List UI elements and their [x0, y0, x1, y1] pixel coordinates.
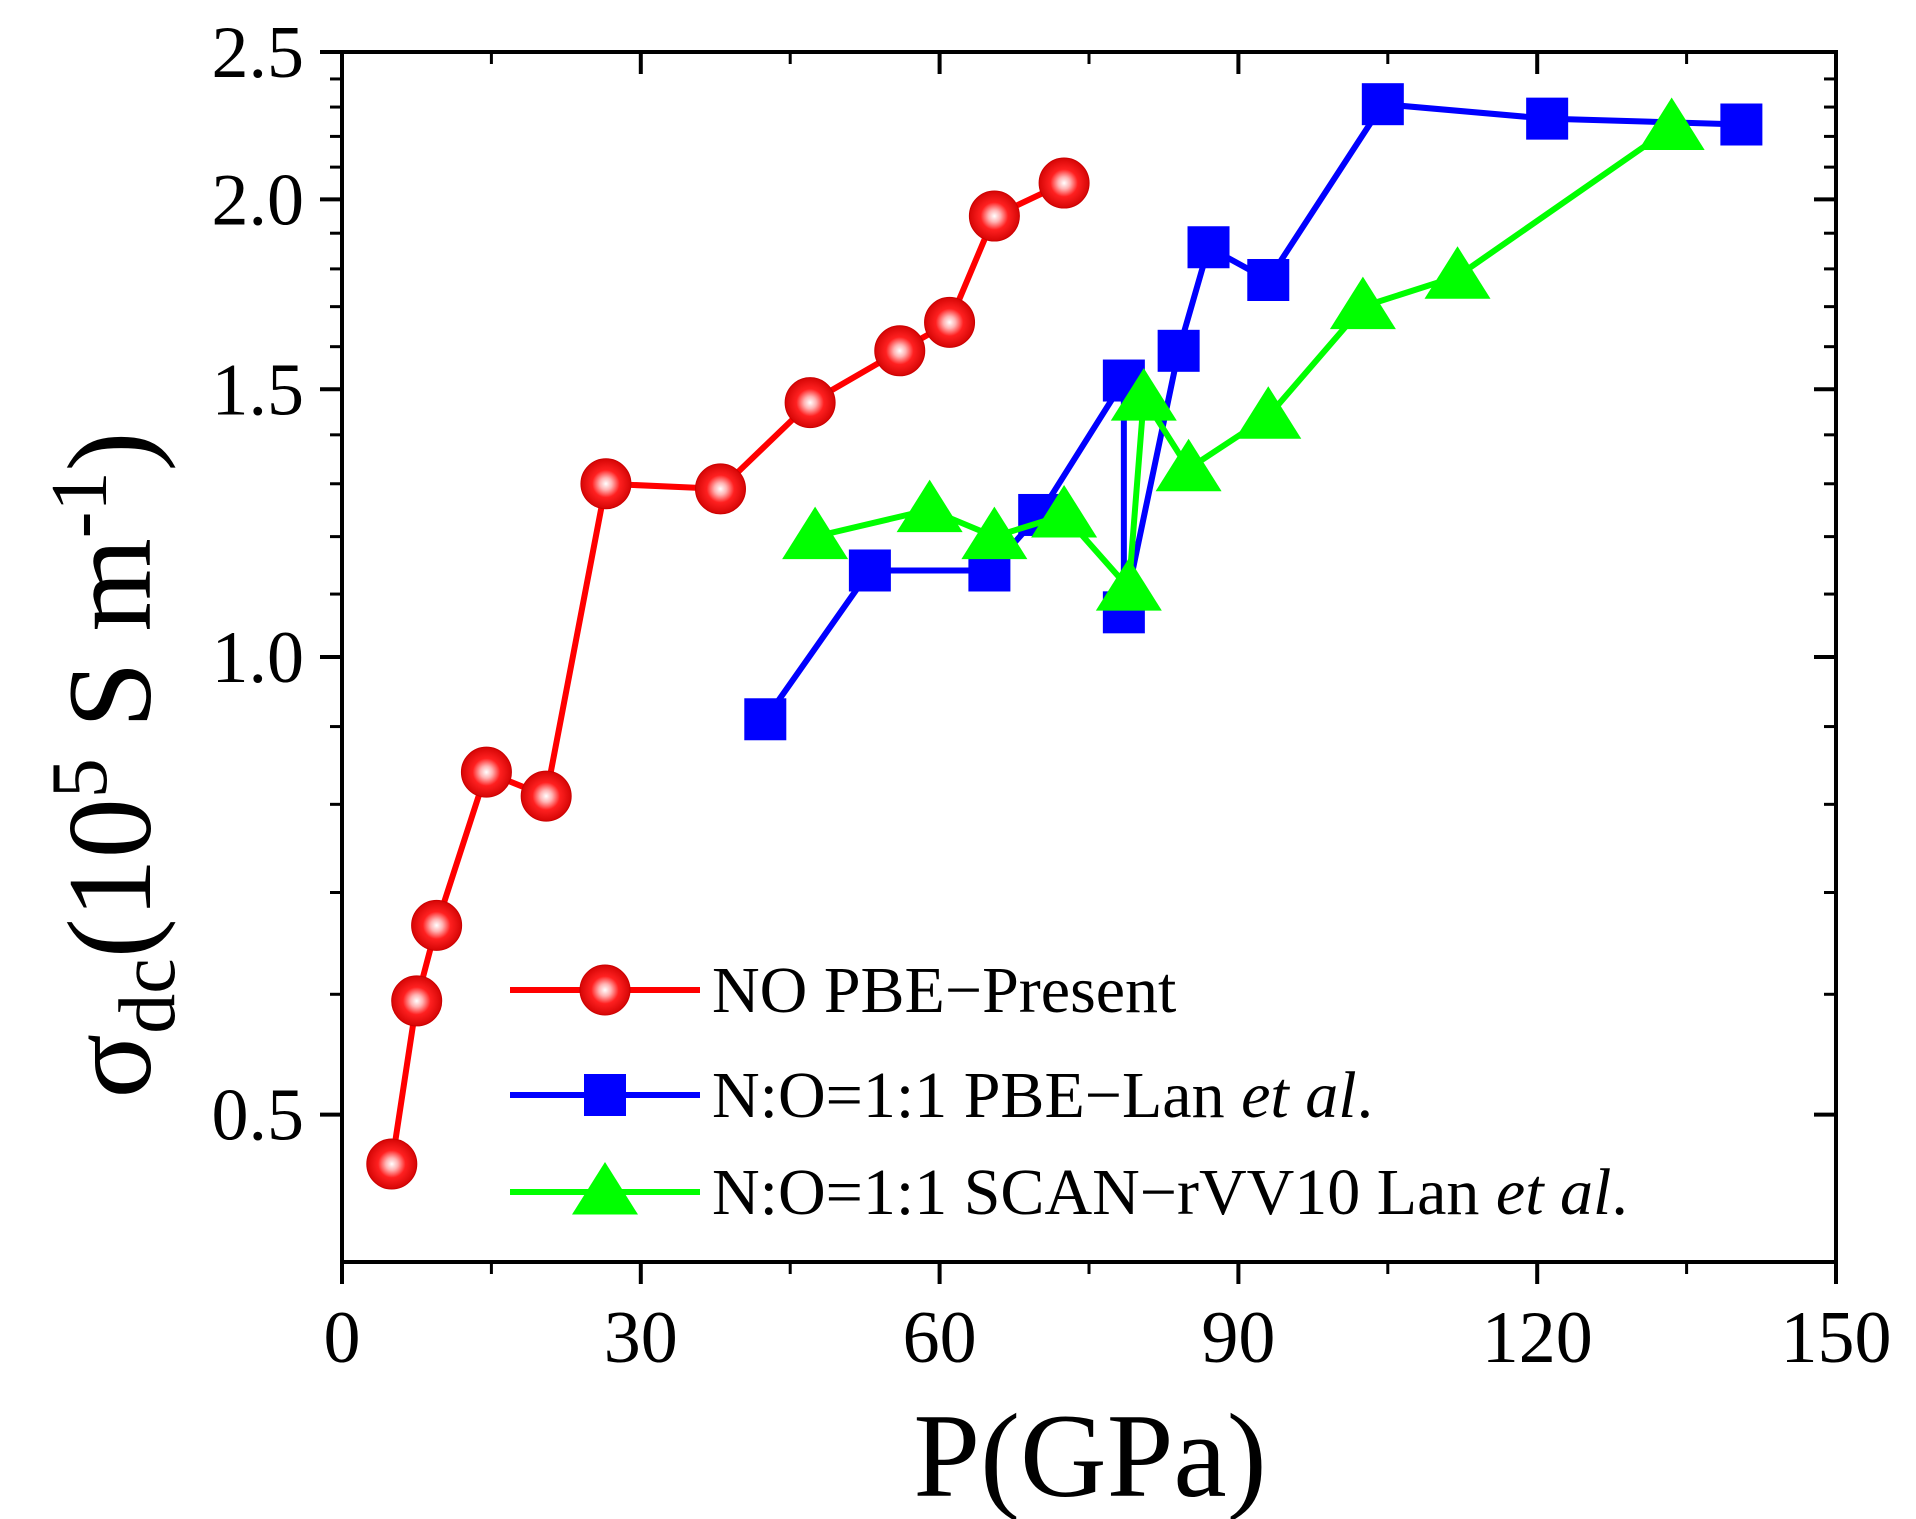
x-tick-label: 150: [1781, 1297, 1892, 1379]
data-point: [784, 377, 836, 429]
series-sphere: [366, 157, 1090, 1190]
series-square: [744, 83, 1763, 741]
data-point: [1526, 97, 1569, 140]
y-axis-title-unit-open: (10: [43, 798, 176, 958]
data-point: [1031, 484, 1098, 538]
y-axis-title-exponent: 5: [36, 758, 124, 798]
x-tick-label: 90: [1201, 1297, 1275, 1379]
x-tick-label: 30: [604, 1297, 678, 1379]
data-point: [1247, 258, 1290, 301]
legend-label-part: .: [1611, 1156, 1628, 1229]
y-axis-title-exponent2: -1: [36, 472, 124, 539]
x-tick-label: 0: [324, 1297, 361, 1379]
y-tick-label: 1.0: [212, 617, 305, 699]
data-point: [968, 190, 1020, 242]
y-axis-title-unit-close: ): [43, 432, 176, 472]
x-axis-title: P(GPa): [913, 1389, 1266, 1519]
y-axis: 0.5 1.0 1.5 2.0 2.5: [212, 12, 1836, 1157]
data-point: [411, 899, 463, 951]
x-tick-label: 120: [1482, 1297, 1593, 1379]
legend-label: N:O=1:1 PBE−Lan et al.: [712, 1059, 1373, 1132]
data-point: [924, 296, 976, 348]
data-point: [1424, 246, 1491, 299]
data-point: [460, 746, 512, 798]
data-point: [694, 463, 746, 515]
data-point: [1187, 226, 1230, 269]
series-triangle: [782, 97, 1705, 611]
data-point: [848, 549, 891, 592]
data-point: [1235, 386, 1302, 439]
data-point: [1720, 103, 1763, 146]
y-axis-title-unit-mid: S m: [43, 538, 176, 758]
series-layer: [366, 83, 1763, 1190]
data-point: [1329, 276, 1396, 330]
legend-label: N:O=1:1 SCAN−rVV10 Lan et al.: [712, 1156, 1628, 1229]
legend-label-part: et al: [1241, 1059, 1356, 1132]
data-point: [520, 770, 572, 822]
x-tick-label: 60: [903, 1297, 977, 1379]
svg-text:σdc(105 S m-1): σdc(105 S m-1): [36, 432, 192, 1099]
data-point: [874, 325, 926, 377]
data-point: [580, 458, 632, 510]
data-point: [744, 698, 787, 741]
y-axis-title-subscript: dc: [104, 958, 192, 1034]
y-axis-title-symbol: σ: [43, 1034, 176, 1099]
legend-label-part: N:O=1:1 SCAN−rVV10 Lan: [712, 1156, 1496, 1229]
data-point: [782, 506, 849, 560]
y-tick-label: 2.0: [212, 159, 305, 241]
data-point: [366, 1138, 418, 1190]
legend-label-part: NO PBE−Present: [712, 954, 1176, 1027]
data-point: [1157, 329, 1200, 372]
legend-label-part: .: [1357, 1059, 1374, 1132]
legend-marker: [572, 1162, 638, 1215]
data-point: [1095, 558, 1162, 611]
data-point: [1155, 438, 1222, 492]
data-point: [961, 506, 1028, 560]
legend-label-part: et al: [1496, 1156, 1611, 1229]
y-tick-label: 1.5: [212, 349, 305, 431]
y-tick-label: 0.5: [212, 1075, 305, 1157]
data-point: [1110, 368, 1177, 421]
legend-marker: [584, 1074, 626, 1116]
data-point: [1638, 97, 1705, 150]
legend-label-part: N:O=1:1 PBE−Lan: [712, 1059, 1241, 1132]
data-point: [1361, 83, 1404, 126]
data-point: [896, 479, 963, 533]
y-tick-label: 2.5: [212, 12, 305, 94]
legend-marker: [579, 964, 631, 1016]
data-point: [391, 975, 443, 1027]
x-axis: 0 30 60 90 120 150: [324, 52, 1892, 1379]
y-axis-title: σdc(105 S m-1): [36, 432, 192, 1099]
data-point: [1038, 157, 1090, 209]
legend-label: NO PBE−Present: [712, 954, 1176, 1027]
